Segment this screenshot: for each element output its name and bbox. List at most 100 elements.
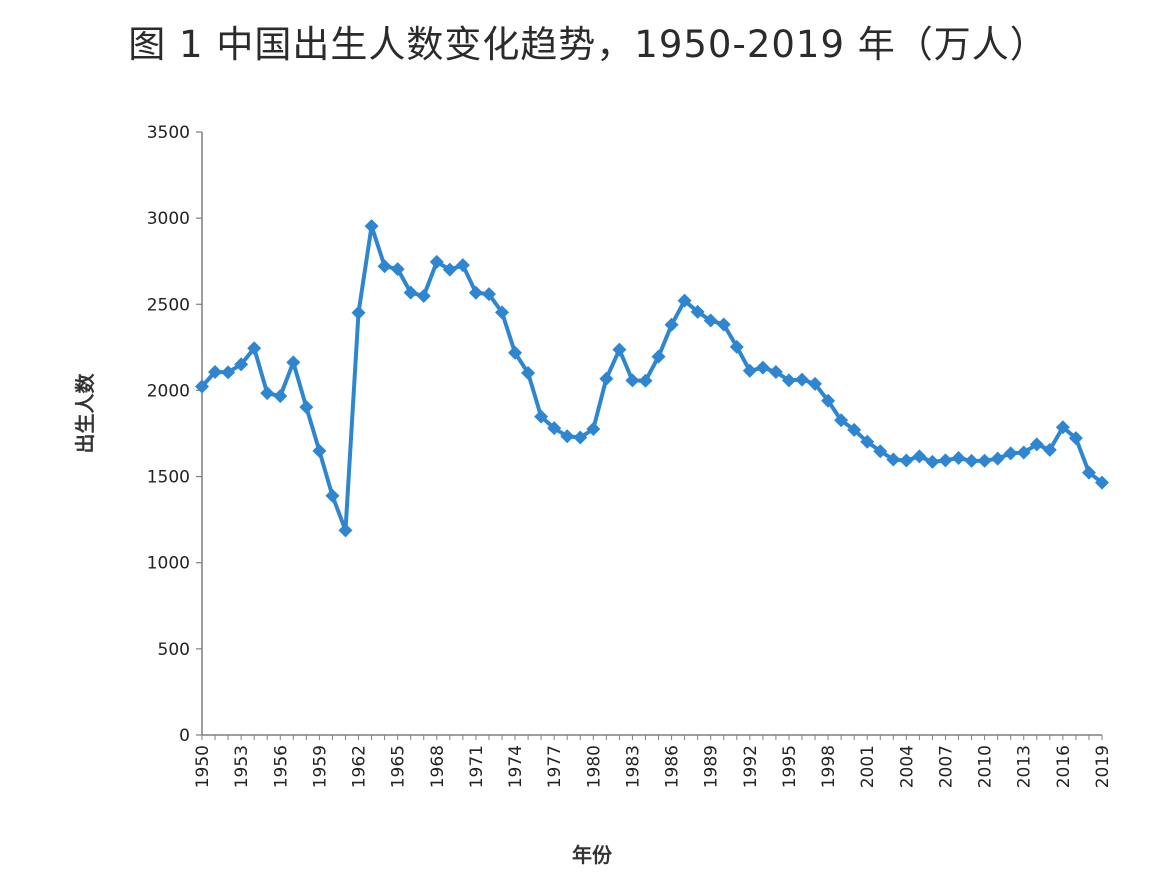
data-point-marker — [1068, 431, 1083, 446]
data-point-marker — [1095, 475, 1109, 490]
data-point-marker — [742, 363, 757, 378]
data-point-marker — [247, 341, 262, 356]
data-point-marker — [755, 360, 770, 375]
data-point-marker — [1016, 445, 1031, 460]
data-point-marker — [912, 449, 927, 464]
data-point-marker — [1029, 437, 1044, 452]
y-tick-label: 3000 — [147, 209, 190, 229]
x-tick-label: 1953 — [232, 745, 252, 788]
data-point-marker — [703, 313, 718, 328]
y-tick-label: 2000 — [147, 381, 190, 401]
data-point-marker — [403, 285, 418, 300]
y-tick-label: 3500 — [147, 123, 190, 143]
data-point-marker — [442, 262, 457, 277]
x-tick-label: 1986 — [663, 745, 683, 788]
x-tick-label: 1962 — [350, 745, 370, 788]
chart-title: 图 1 中国出生人数变化趋势，1950-2019 年（万人） — [128, 23, 1048, 66]
axes — [201, 132, 1102, 736]
data-point-marker — [638, 373, 653, 388]
data-point-marker — [560, 429, 575, 444]
data-point-marker — [468, 285, 483, 300]
data-point-marker — [547, 421, 562, 436]
data-point-marker — [808, 376, 823, 391]
x-axis-title: 年份 — [572, 843, 613, 867]
data-point-marker — [1081, 465, 1096, 480]
data-point-marker — [925, 454, 940, 469]
data-point-marker — [534, 409, 549, 424]
x-tick-label: 2004 — [897, 745, 917, 788]
data-point-marker — [860, 434, 875, 449]
data-point-marker — [495, 305, 509, 320]
data-point-marker — [821, 393, 836, 408]
x-tick-label: 1992 — [741, 745, 761, 788]
x-tick-label: 1980 — [584, 745, 604, 788]
data-point-marker — [899, 453, 914, 468]
tick-labels: 0 500 1000 1500 2000 2500 3000 3500 1950 1953 1956… — [147, 123, 1113, 788]
x-tick-label: 1998 — [819, 745, 839, 788]
y-tick-label: 1000 — [147, 554, 190, 574]
y-tick-label: 1500 — [147, 468, 190, 488]
data-point-marker — [1042, 442, 1057, 457]
x-tick-label: 1995 — [780, 745, 800, 788]
x-tick-label: 1959 — [310, 745, 330, 788]
data-point-marker — [586, 422, 601, 437]
x-tick-label: 2013 — [1015, 745, 1035, 788]
data-point-marker — [677, 293, 692, 308]
data-point-marker — [990, 451, 1005, 466]
data-point-marker — [690, 304, 705, 319]
data-point-marker — [599, 371, 614, 386]
x-tick-label: 2007 — [936, 745, 956, 788]
data-point-marker — [768, 364, 783, 379]
data-point-marker — [429, 254, 444, 269]
x-tick-label: 1965 — [389, 745, 409, 788]
y-tick-label: 0 — [179, 726, 190, 746]
x-tick-label: 2016 — [1054, 745, 1074, 788]
data-point-marker — [416, 289, 431, 304]
data-point-marker — [521, 366, 536, 381]
x-tick-label: 1956 — [271, 745, 291, 788]
x-tick-label: 1989 — [702, 745, 722, 788]
data-point-marker — [716, 317, 731, 332]
x-tick-label: 1968 — [428, 745, 448, 788]
data-point-marker — [455, 258, 470, 273]
data-point-marker — [508, 345, 523, 360]
data-point-marker — [873, 444, 888, 459]
y-tick-label: 500 — [158, 640, 190, 660]
data-point-marker — [781, 373, 796, 388]
series-line — [200, 224, 1104, 533]
data-point-marker — [964, 453, 979, 468]
data-point-marker — [664, 317, 679, 332]
data-point-marker — [625, 373, 640, 388]
data-point-marker — [612, 342, 627, 357]
x-tick-label: 2019 — [1093, 745, 1113, 788]
data-point-marker — [1003, 446, 1018, 461]
x-tick-label: 1974 — [506, 745, 526, 788]
data-point-marker — [847, 422, 862, 437]
data-point-marker — [795, 372, 809, 387]
data-point-marker — [221, 365, 236, 380]
data-point-marker — [951, 450, 966, 465]
x-tick-label: 2001 — [858, 745, 878, 788]
data-point-marker — [338, 523, 353, 538]
data-point-marker — [729, 339, 744, 354]
y-axis-title: 出生人数 — [73, 373, 97, 454]
x-tick-label: 2010 — [976, 745, 996, 788]
data-point-marker — [325, 488, 340, 503]
data-point-marker — [364, 219, 379, 234]
data-point-marker — [234, 357, 249, 372]
x-tick-label: 1971 — [467, 745, 487, 788]
x-tick-label: 1950 — [193, 745, 213, 788]
data-point-marker — [260, 386, 275, 401]
data-point-marker — [195, 379, 209, 394]
y-tick-label: 2500 — [147, 295, 190, 315]
data-point-marker — [886, 452, 901, 467]
data-point-marker — [573, 430, 588, 445]
data-point-marker — [312, 443, 327, 458]
data-point-marker — [977, 453, 992, 468]
data-point-marker — [286, 355, 301, 370]
data-point-marker — [377, 259, 392, 274]
data-point-marker — [1055, 420, 1070, 435]
x-tick-label: 1983 — [623, 745, 643, 788]
data-point-marker — [273, 389, 288, 404]
series-layer — [195, 219, 1109, 538]
